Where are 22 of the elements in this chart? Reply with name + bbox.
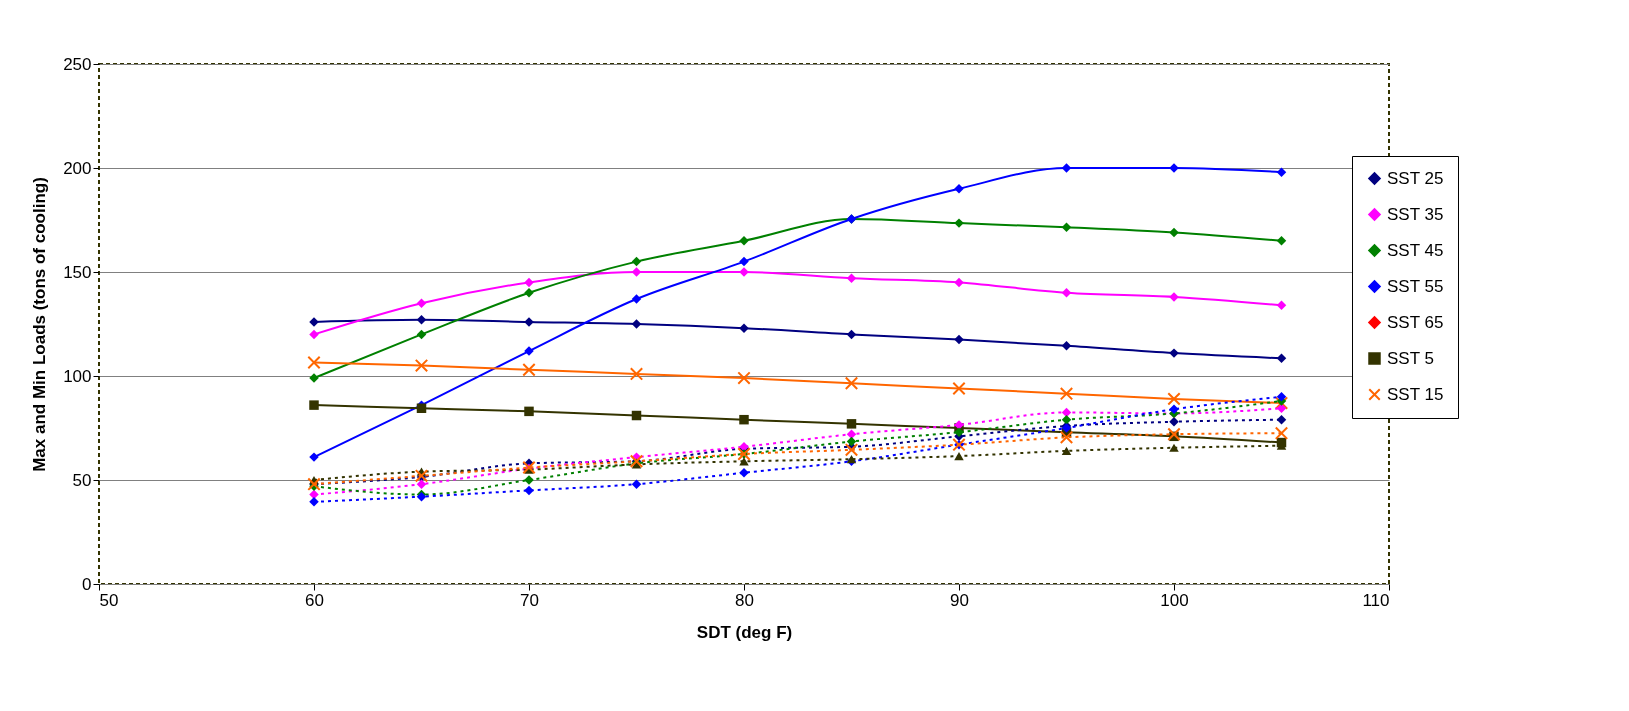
y-tick-label: 150 [63,262,92,282]
legend-label: SST 15 [1387,384,1444,404]
x-tick-label: 100 [1160,590,1189,610]
y-tick-label: 250 [63,54,92,74]
legend-label: SST 5 [1387,348,1434,368]
x-axis-title: SDT (deg F) [696,622,793,642]
legend-label: SST 35 [1387,204,1444,224]
legend-label: SST 25 [1387,168,1444,188]
legend-label: SST 65 [1387,312,1444,332]
y-tick-label: 50 [72,470,92,490]
x-tick-label: 50 [99,590,119,610]
x-tick-label: 60 [305,590,324,610]
legend-label: SST 55 [1387,276,1444,296]
x-tick-label: 110 [1362,590,1390,610]
x-tick-label: 70 [520,590,539,610]
x-tick-label: 80 [735,590,754,610]
y-axis-title: Max and Min Loads (tons of cooling) [30,177,50,472]
y-tick-label: 100 [63,366,92,386]
y-tick-label: 0 [82,574,92,594]
x-tick-label: 90 [950,590,969,610]
y-tick-label: 200 [63,158,92,178]
legend-label: SST 45 [1387,240,1444,260]
